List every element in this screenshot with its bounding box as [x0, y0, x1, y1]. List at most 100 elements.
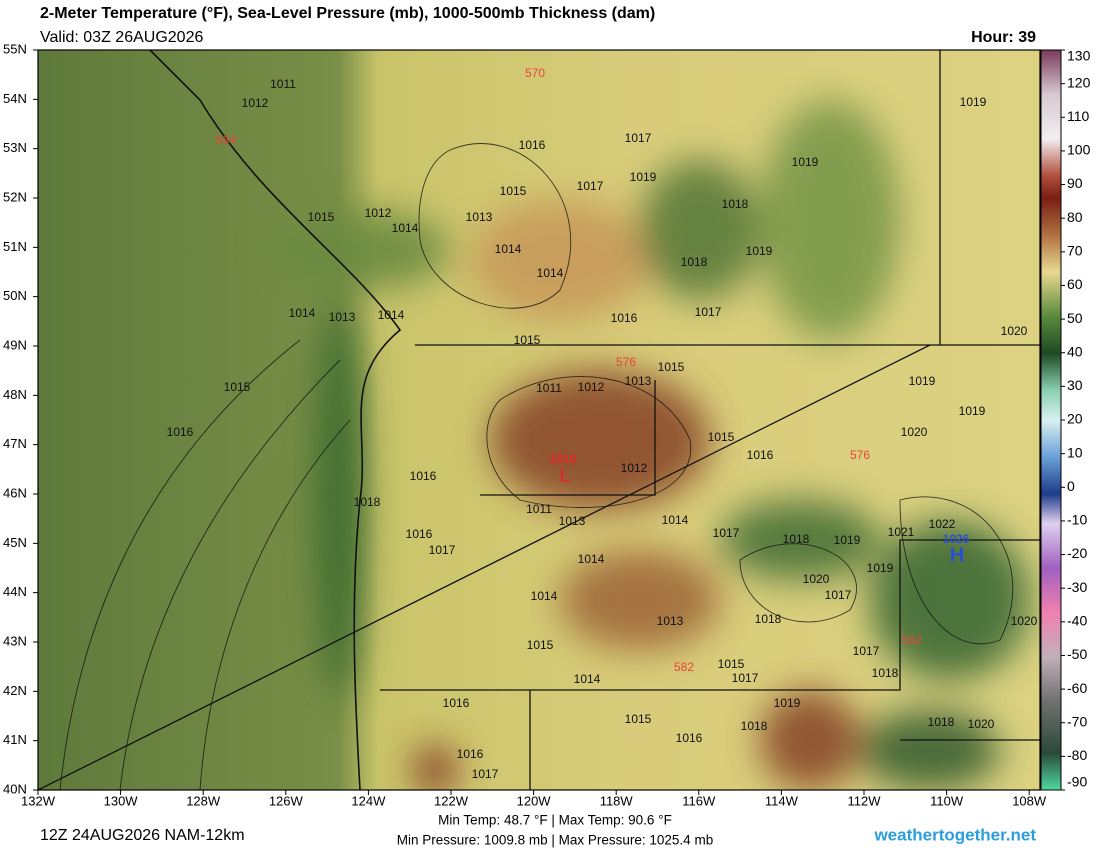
- isobar-label: 1016: [443, 696, 470, 710]
- isobar-label: 1017: [713, 526, 740, 540]
- lat-label: 50N: [3, 288, 27, 303]
- isobar-label: 1013: [559, 514, 586, 528]
- lat-label: 44N: [3, 584, 27, 599]
- colorbar-label: -60: [1067, 680, 1087, 696]
- isobar-label: 1014: [574, 672, 601, 686]
- isobar-label: 1014: [531, 589, 558, 603]
- isobar-label: 1016: [611, 311, 638, 325]
- isobar-label: 1012: [242, 96, 269, 110]
- map-field: [38, 50, 1040, 790]
- isobar-label: 1018: [681, 255, 708, 269]
- isobar-label: 1013: [657, 614, 684, 628]
- colorbar-label: 90: [1067, 175, 1083, 191]
- lat-label: 45N: [3, 535, 27, 550]
- isobar-label: 1015: [625, 712, 652, 726]
- colorbar-label: -70: [1067, 713, 1087, 729]
- isobar-label: 1022: [929, 517, 956, 531]
- colorbar-label: 10: [1067, 444, 1083, 460]
- lat-label: 49N: [3, 337, 27, 352]
- lon-label: 126W: [269, 793, 304, 808]
- isobar-label: 1017: [472, 767, 499, 781]
- isobar-label: 1013: [329, 310, 356, 324]
- isobar-label: 1017: [577, 179, 604, 193]
- isobar-label: 1019: [867, 561, 894, 575]
- isobar-label: 1014: [662, 513, 689, 527]
- isobar-label: 1019: [746, 244, 773, 258]
- isobar-label: 1015: [708, 430, 735, 444]
- lat-label: 48N: [3, 387, 27, 402]
- isobar-label: 1016: [406, 527, 433, 541]
- temp-range: Min Temp: 48.7 °F | Max Temp: 90.6 °F: [438, 813, 672, 828]
- isobar-label: 1015: [527, 638, 554, 652]
- map-frame: [37, 49, 1041, 791]
- colorbar-label: -50: [1067, 646, 1087, 662]
- isobar-label: 1020: [1001, 324, 1028, 338]
- lat-label: 51N: [3, 239, 27, 254]
- isobar-label: 1014: [289, 306, 316, 320]
- colorbar-label: 80: [1067, 209, 1083, 225]
- lat-label: 41N: [3, 732, 27, 747]
- isobar-label: 1017: [853, 644, 880, 658]
- isobar-label: 1018: [755, 612, 782, 626]
- isobar-label: 1018: [928, 715, 955, 729]
- title: 2-Meter Temperature (°F), Sea-Level Pres…: [40, 5, 655, 22]
- lon-label: 110W: [930, 793, 964, 808]
- lat-label: 54N: [3, 91, 27, 106]
- thickness-label: 570: [525, 66, 545, 80]
- colorbar-label: -20: [1067, 545, 1087, 561]
- thickness-label: 582: [902, 633, 922, 647]
- isobar-label: 1012: [578, 380, 605, 394]
- colorbar-label: -80: [1067, 747, 1087, 763]
- colorbar-label: -90: [1067, 774, 1087, 790]
- isobar-label: 1011: [536, 381, 562, 395]
- model-run: 12Z 24AUG2026 NAM-12km: [40, 827, 245, 844]
- isobar-label: 1015: [308, 210, 335, 224]
- isobar-label: 1016: [676, 731, 703, 745]
- thickness-label: 582: [674, 660, 694, 674]
- colorbar-label: 70: [1067, 243, 1083, 259]
- isobar-label: 1018: [354, 495, 381, 509]
- isobar-label: 1013: [466, 210, 493, 224]
- lat-label: 43N: [3, 633, 27, 648]
- isobar-label: 1014: [378, 308, 405, 322]
- colorbar-label: 60: [1067, 276, 1083, 292]
- isobar-label: 1015: [658, 360, 685, 374]
- lat-label: 42N: [3, 683, 27, 698]
- isobar-label: 1019: [834, 533, 861, 547]
- lat-label: 40N: [3, 781, 27, 796]
- isobar-label: 1019: [959, 404, 986, 418]
- isobar-label: 1018: [783, 532, 810, 546]
- lon-label: 120W: [517, 793, 552, 808]
- isobar-label: 1017: [825, 588, 852, 602]
- lon-label: 116W: [682, 793, 716, 808]
- isobar-label: 1016: [410, 469, 437, 483]
- colorbar-label: 100: [1067, 142, 1091, 158]
- lat-label: 52N: [3, 189, 27, 204]
- lon-label: 132W: [21, 793, 56, 808]
- isobar-label: 1020: [901, 425, 928, 439]
- isobar-label: 1021: [888, 525, 915, 539]
- lat-label: 55N: [3, 41, 27, 56]
- colorbar-label: 120: [1067, 74, 1091, 90]
- isobar-label: 1020: [968, 717, 995, 731]
- isobar-label: 1020: [1011, 614, 1038, 628]
- isobar-label: 1012: [621, 461, 648, 475]
- colorbar-label: -40: [1067, 613, 1087, 629]
- isobar-label: 1014: [537, 266, 564, 280]
- isobar-label: 1016: [457, 747, 484, 761]
- isobar-label: 1014: [495, 242, 522, 256]
- lon-label: 128W: [186, 793, 221, 808]
- isobar-label: 1019: [774, 696, 801, 710]
- isobar-label: 1015: [500, 184, 527, 198]
- lon-label: 124W: [351, 793, 386, 808]
- isobar-label: 1011: [270, 77, 296, 91]
- lon-label: 130W: [104, 793, 139, 808]
- isobar-label: 1019: [909, 374, 936, 388]
- forecast-hour: Hour: 39: [971, 29, 1036, 46]
- lon-label: 108W: [1012, 793, 1047, 808]
- thickness-label: 564: [216, 133, 236, 147]
- site-link[interactable]: weathertogether.net: [873, 825, 1036, 844]
- isobar-label: 1019: [630, 170, 657, 184]
- isobar-label: 1019: [960, 95, 987, 109]
